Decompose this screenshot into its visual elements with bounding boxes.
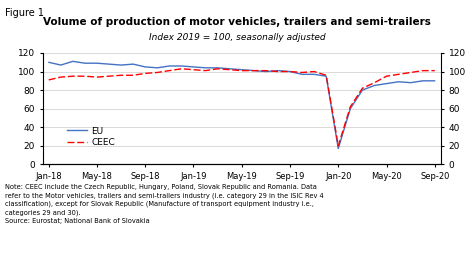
Text: Volume of production of motor vehicles, trailers and semi-trailers: Volume of production of motor vehicles, … bbox=[43, 17, 431, 27]
Text: Index 2019 = 100, seasonally adjusted: Index 2019 = 100, seasonally adjusted bbox=[149, 33, 325, 42]
Text: Figure 1: Figure 1 bbox=[5, 8, 44, 18]
Legend: EU, CEEC: EU, CEEC bbox=[63, 123, 118, 151]
Text: Note: CEEC include the Czech Republic, Hungary, Poland, Slovak Republic and Roma: Note: CEEC include the Czech Republic, H… bbox=[5, 184, 323, 224]
